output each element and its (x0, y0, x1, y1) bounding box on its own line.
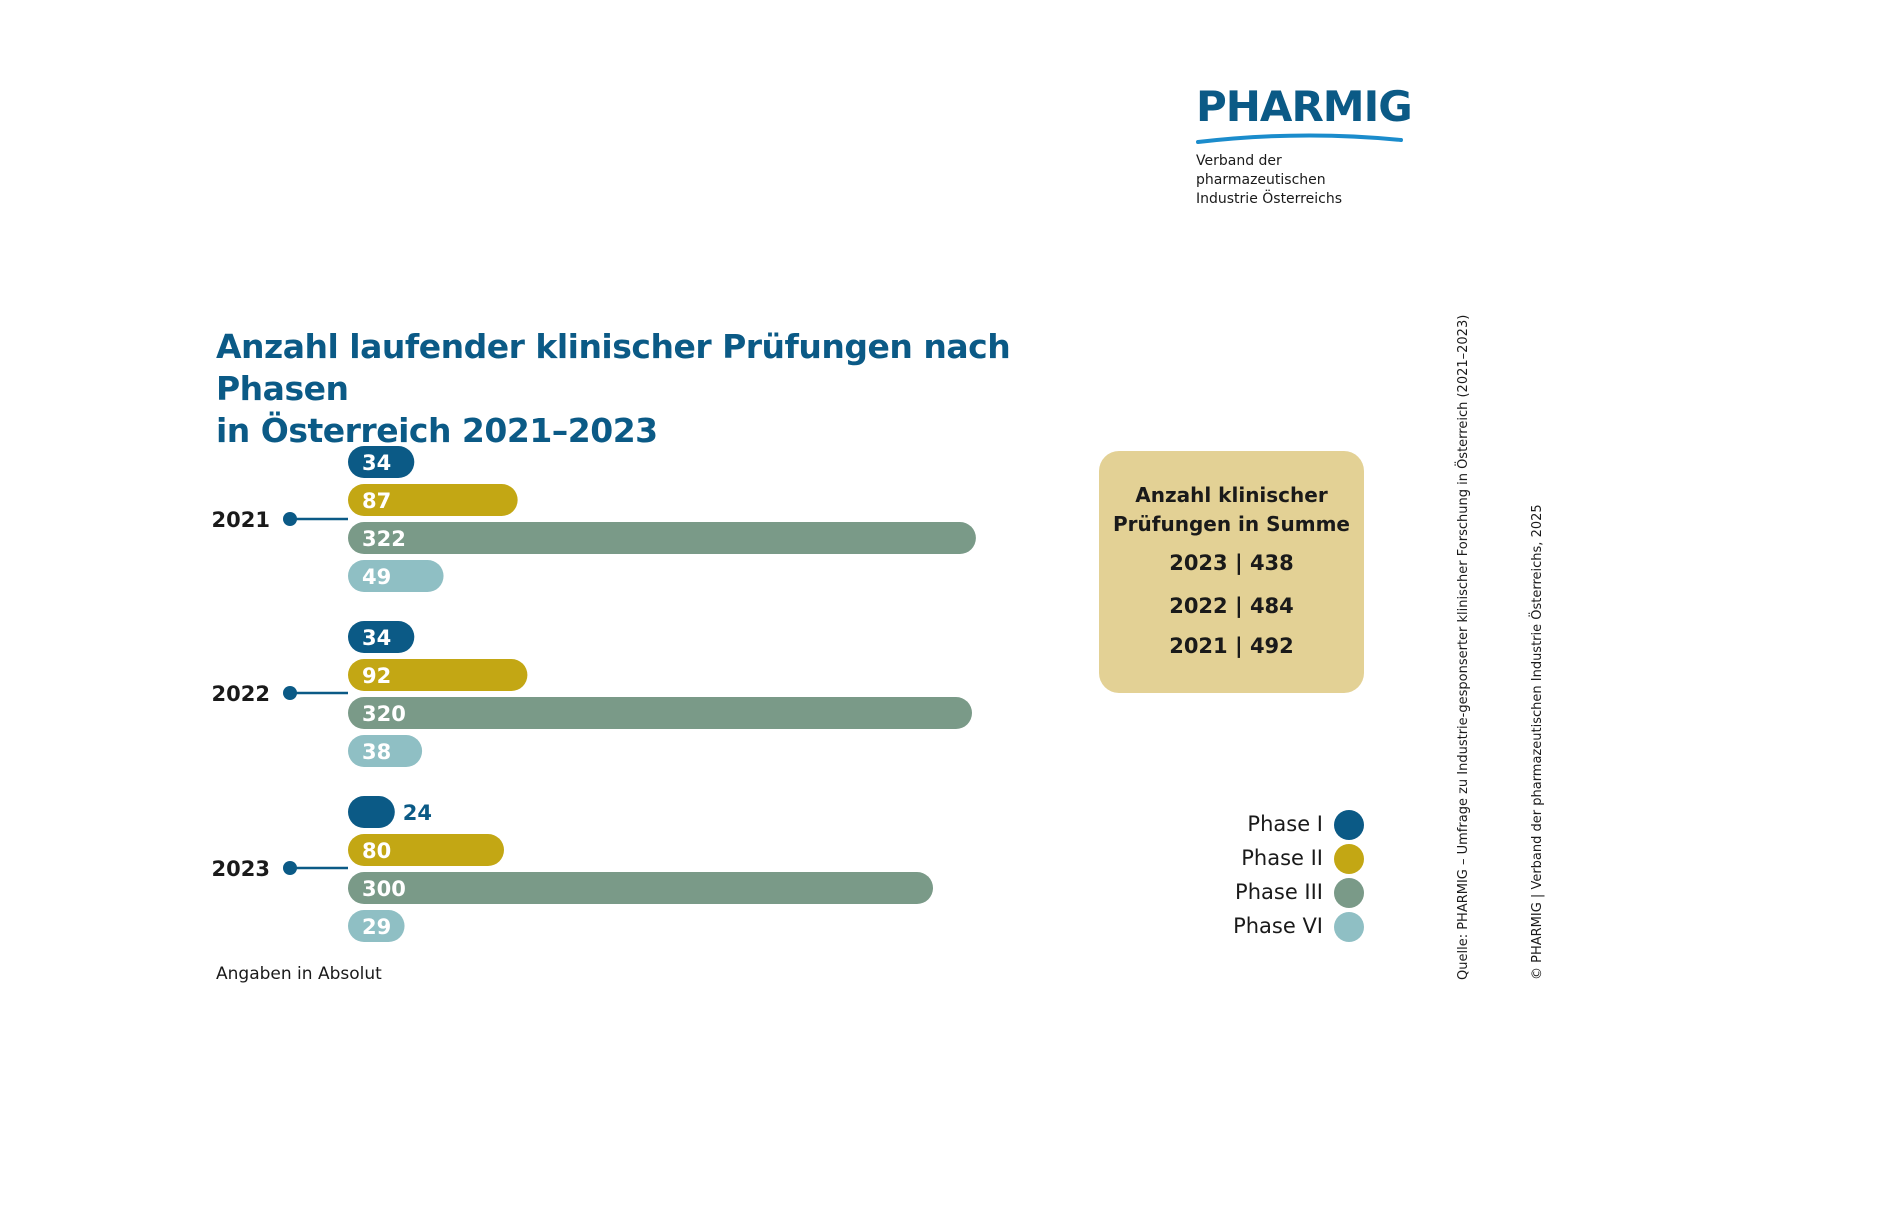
year-label-2021: 2021 (212, 508, 270, 532)
data-label-phase-3-2021: 322 (362, 527, 406, 551)
summary-heading-line1: Anzahl klinischer (1135, 483, 1328, 507)
legend-label: Phase VI (1233, 914, 1323, 938)
bar-chart: 2021 34 87 322 49 2022 34 92 320 38 2023 24 80 300 29 (212, 446, 976, 942)
legend-item-phase-6: Phase VI (1150, 910, 1366, 944)
bar-phase-1-2023 (348, 796, 395, 828)
data-label-phase-6-2023: 29 (362, 915, 391, 939)
legend-item-phase-2: Phase II (1150, 842, 1366, 876)
data-label-phase-3-2022: 320 (362, 702, 406, 726)
data-label-phase-3-2023: 300 (362, 877, 406, 901)
legend-swatch-phase-6 (1334, 912, 1364, 942)
chart-title-line1: Anzahl laufender klinischer Prüfungen na… (216, 327, 1011, 408)
logo-subtitle-line1: Verband der pharmazeutischen (1196, 153, 1326, 188)
year-label-2022: 2022 (212, 682, 270, 706)
data-label-phase-6-2022: 38 (362, 740, 391, 764)
bar-phase-2-2021 (348, 484, 518, 516)
bar-phase-1-2021 (348, 446, 415, 478)
legend-label: Phase II (1241, 846, 1323, 870)
footnote: Angaben in Absolut (216, 964, 382, 984)
summary-heading: Anzahl klinischer Prüfungen in Summe (1099, 481, 1364, 539)
legend-swatch-phase-1 (1334, 810, 1364, 840)
bar-phase-3-2023 (348, 872, 933, 904)
summary-heading-line2: Prüfungen in Summe (1113, 512, 1350, 536)
year-label-2023: 2023 (212, 857, 270, 881)
legend-label: Phase I (1247, 812, 1323, 836)
summary-row-2021: 2021 | 492 (1169, 634, 1294, 658)
legend-item-phase-3: Phase III (1150, 876, 1366, 910)
chart-title-line2: in Österreich 2021–2023 (216, 411, 658, 450)
bar-phase-3-2022 (348, 697, 972, 729)
legend: Phase I Phase II Phase III Phase VI (1150, 808, 1366, 944)
bar-phase-2-2022 (348, 659, 528, 691)
legend-item-phase-1: Phase I (1150, 808, 1366, 842)
source-note: Quelle: PHARMIG – Umfrage zu Industrie-g… (1456, 314, 1471, 980)
logo-subtitle-line2: Industrie Österreichs (1196, 191, 1342, 207)
bar-phase-6-2021 (348, 560, 444, 592)
data-label-phase-2-2023: 80 (362, 839, 391, 863)
legend-label: Phase III (1235, 880, 1323, 904)
data-label-phase-2-2022: 92 (362, 664, 391, 688)
copyright-note: © PHARMIG | Verband der pharmazeutischen… (1530, 504, 1545, 980)
data-label-phase-1-2023: 24 (403, 801, 432, 825)
bar-phase-6-2022 (348, 735, 423, 767)
logo-swoosh (1196, 133, 1403, 144)
bar-phase-6-2023 (348, 910, 405, 942)
summary-box: Anzahl klinischer Prüfungen in Summe 202… (1099, 451, 1364, 693)
legend-swatch-phase-2 (1334, 844, 1364, 874)
pharmig-logo: PHARMIG Verband der pharmazeutischen Ind… (1196, 82, 1413, 209)
chart-title: Anzahl laufender klinischer Prüfungen na… (216, 326, 1116, 452)
logo-wordmark: PHARMIG (1196, 82, 1413, 131)
data-label-phase-2-2021: 87 (362, 489, 391, 513)
legend-swatch-phase-3 (1334, 878, 1364, 908)
summary-row-2022: 2022 | 484 (1169, 594, 1294, 618)
bar-phase-2-2023 (348, 834, 504, 866)
bar-phase-3-2021 (348, 522, 976, 554)
summary-row-2023: 2023 | 438 (1169, 551, 1294, 575)
data-label-phase-1-2022: 34 (362, 626, 391, 650)
data-label-phase-1-2021: 34 (362, 451, 391, 475)
bar-phase-1-2022 (348, 621, 415, 653)
data-label-phase-6-2021: 49 (362, 565, 391, 589)
